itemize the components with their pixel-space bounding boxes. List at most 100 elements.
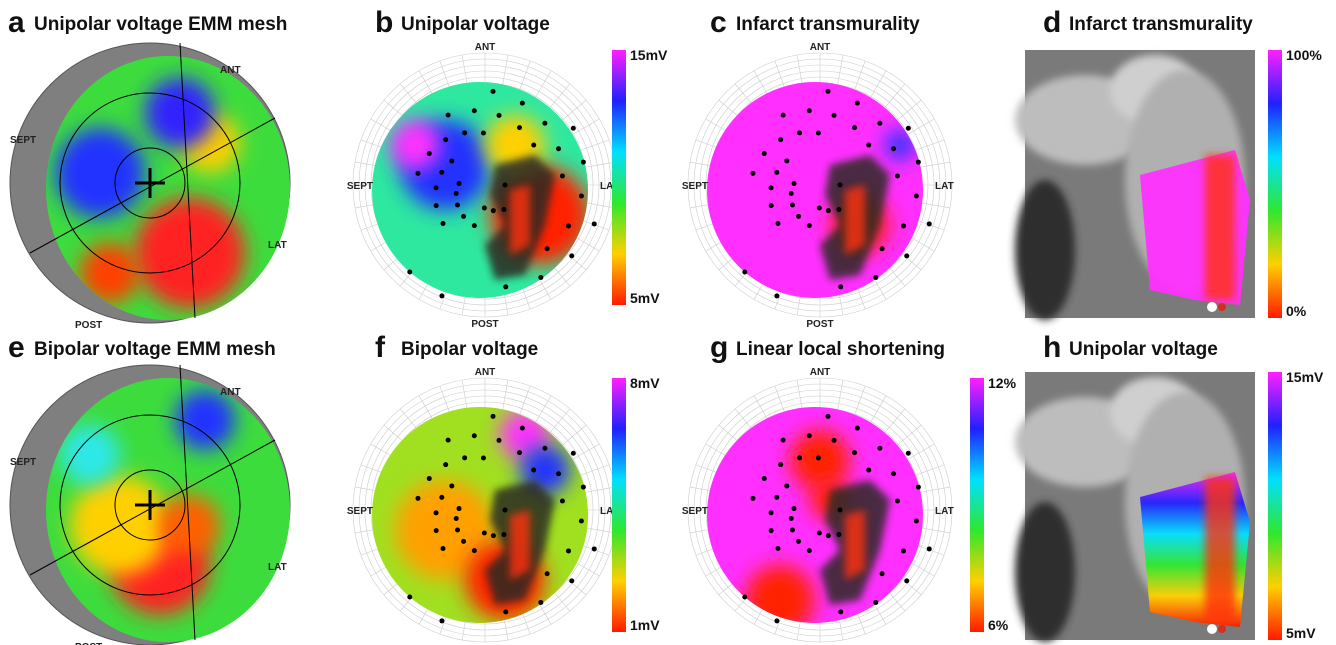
sample-point [481,131,486,136]
sample-point [901,548,906,553]
panel-letter: g [710,331,728,364]
sample-point [455,528,460,533]
polar-map [345,370,625,645]
sample-point [838,508,843,513]
sample-point [439,170,444,175]
sample-point [501,207,506,212]
sample-point [579,518,584,523]
sample-point [503,183,508,188]
orientation-label: POST [471,319,498,330]
sample-point [415,496,420,501]
panel-letter: e [8,331,25,364]
sample-point [817,205,822,210]
map-region [135,198,245,308]
sample-point [832,113,837,118]
sample-point [503,284,508,289]
orientation-label: ANT [475,42,496,53]
sample-point [774,170,779,175]
sample-point [472,223,477,228]
sample-point [877,121,882,126]
sample-point [531,143,536,148]
sample-point [762,476,767,481]
overlay-band [1205,155,1235,300]
sample-point [427,476,432,481]
panel-letter: f [375,331,386,364]
sample-point [482,530,487,535]
sample-point [443,462,448,467]
sample-point [542,121,547,126]
sample-point [781,438,786,443]
sample-point [407,595,412,600]
sample-point [560,499,565,504]
sample-point [916,485,921,490]
sample-point [434,510,439,515]
sample-point [796,539,801,544]
sample-point [807,108,812,113]
sample-point [776,221,781,226]
sample-point [520,101,525,106]
sample-point [904,253,909,258]
sample-point [797,455,802,460]
sample-point [789,516,794,521]
sample-point [407,270,412,275]
colorbar [612,50,626,305]
sample-point [446,113,451,118]
sample-point [855,426,860,431]
marker [1207,624,1217,634]
sample-point [491,414,496,419]
sample-point [866,468,871,473]
sample-point [556,471,561,476]
colorbar [1268,372,1282,640]
sample-point [774,495,779,500]
sample-point [792,181,797,186]
sample-point [906,451,911,456]
sample-point [826,533,831,538]
panel-letter: c [710,6,727,39]
sample-point [538,275,543,280]
panel-title: Unipolar voltage [1069,339,1218,360]
sample-point [836,207,841,212]
sample-point [792,506,797,511]
sample-point [449,158,454,163]
orientation-label: POST [806,319,833,330]
colorbar-label: 0% [1286,303,1307,319]
orientation-label: SEPT [682,506,708,517]
sample-point [784,483,789,488]
sample-point [545,246,550,251]
sample-point [454,191,459,196]
sample-point [742,270,747,275]
sample-point [482,205,487,210]
sample-point [569,578,574,583]
sample-point [415,171,420,176]
sample-point [781,113,786,118]
colorbar-label: 8mV [630,375,660,391]
sample-point [797,130,802,135]
marker [1218,303,1226,311]
sample-point [560,174,565,179]
orientation-label: ANT [810,42,831,53]
colorbar-label: 15mV [1286,369,1324,385]
sample-point [501,532,506,537]
map-region [60,425,120,485]
colorbar-label: 12% [988,375,1017,391]
sample-point [914,193,919,198]
panel-letter: b [375,6,393,39]
sample-point [462,455,467,460]
map-region [390,120,440,170]
orientation-label: LAT [935,506,954,517]
sample-point [816,131,821,136]
sample-point [457,181,462,186]
sample-point [491,208,496,213]
sample-point [517,450,522,455]
sample-point [462,130,467,135]
sample-point [776,546,781,551]
orientation-label: SEPT [682,181,708,192]
orientation-label: SEPT [10,135,36,146]
sample-point [434,185,439,190]
sample-point [592,221,597,226]
infarct-core [510,185,530,255]
sample-point [790,203,795,208]
sample-point [434,203,439,208]
colorbar-label: 5mV [630,290,660,306]
sample-point [769,185,774,190]
